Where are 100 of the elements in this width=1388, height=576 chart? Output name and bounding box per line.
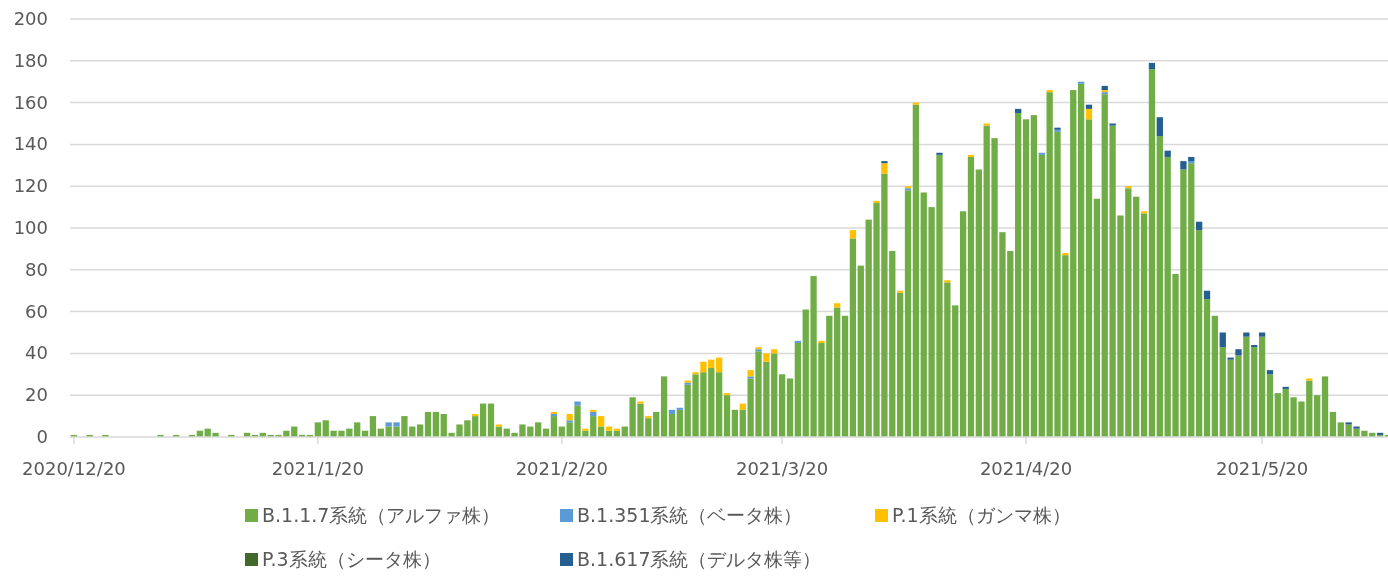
- y-tick-label: 200: [13, 8, 48, 29]
- y-tick-label: 180: [13, 49, 48, 71]
- bar: [472, 414, 479, 417]
- bar: [676, 409, 683, 437]
- bar: [857, 265, 864, 437]
- legend-label: P.1系統（ガンマ株）: [892, 504, 1071, 526]
- bar: [1188, 156, 1195, 162]
- bar: [967, 154, 975, 157]
- bar: [676, 407, 683, 410]
- bar: [1062, 253, 1069, 256]
- bar: [1258, 336, 1266, 437]
- bar: [936, 152, 943, 155]
- bar: [1015, 108, 1022, 114]
- bar: [778, 374, 786, 437]
- bar: [747, 370, 754, 377]
- x-tick-label: 2021/5/20: [1215, 458, 1309, 479]
- bar: [1085, 108, 1093, 120]
- bar: [723, 393, 731, 396]
- bar: [535, 422, 542, 437]
- bar: [597, 416, 605, 427]
- bar: [1203, 290, 1211, 300]
- bar: [959, 211, 967, 437]
- bar: [424, 411, 432, 437]
- bar: [944, 280, 951, 283]
- bar: [881, 163, 888, 174]
- x-tick-label: 2020/12/20: [22, 458, 126, 479]
- bar: [566, 420, 573, 423]
- y-tick-label: 140: [13, 133, 48, 155]
- bar: [1148, 69, 1156, 437]
- bar: [1188, 161, 1195, 164]
- bar: [1353, 426, 1360, 429]
- bar: [660, 376, 668, 437]
- bar: [1219, 332, 1226, 348]
- bar: [605, 426, 613, 431]
- y-tick-label: 40: [25, 342, 48, 364]
- x-tick-label: 2021/4/20: [979, 458, 1073, 479]
- bar: [849, 238, 857, 437]
- bar: [716, 357, 723, 373]
- bar: [1227, 357, 1234, 360]
- y-tick-label: 120: [13, 175, 48, 197]
- bar: [897, 290, 904, 293]
- bar: [983, 123, 990, 126]
- bar: [1140, 211, 1148, 214]
- legend-label: B.1.351系統（ベータ株）: [577, 504, 803, 526]
- bar: [354, 422, 361, 437]
- bar: [716, 372, 723, 437]
- bar: [1196, 221, 1203, 231]
- bar: [1235, 349, 1242, 356]
- bar: [1093, 198, 1100, 437]
- x-tick-label: 2021/1/20: [271, 458, 365, 479]
- bar: [794, 340, 801, 343]
- bar: [566, 414, 573, 421]
- bar: [1133, 196, 1140, 437]
- bar: [1077, 83, 1085, 437]
- bar: [1156, 136, 1163, 437]
- bar: [1321, 376, 1329, 437]
- bar: [1345, 422, 1352, 425]
- bar: [849, 230, 857, 239]
- bar: [1164, 150, 1171, 157]
- bar: [1109, 123, 1116, 126]
- bar: [1085, 104, 1093, 109]
- bar: [1258, 332, 1266, 337]
- bar: [786, 378, 794, 437]
- bar: [818, 340, 825, 343]
- bar: [1140, 213, 1148, 437]
- bar: [590, 409, 597, 412]
- bar: [1038, 152, 1045, 155]
- legend-label: B.1.617系統（デルタ株等）: [577, 548, 822, 570]
- bar: [582, 428, 589, 431]
- bar: [881, 161, 888, 164]
- bar: [692, 372, 699, 375]
- bar: [747, 376, 754, 379]
- bar: [1077, 81, 1085, 84]
- legend-label: P.3系統（シータ株）: [262, 548, 441, 570]
- bar: [479, 403, 487, 437]
- bar: [1282, 386, 1289, 389]
- bar: [550, 416, 558, 437]
- bar: [487, 403, 495, 437]
- y-tick-label: 0: [36, 426, 48, 447]
- bar: [904, 190, 912, 437]
- bar: [834, 307, 841, 437]
- bar: [1101, 85, 1108, 91]
- bar: [1125, 186, 1132, 189]
- bar: [668, 409, 676, 415]
- bar: [590, 411, 597, 417]
- x-tick-label: 2021/3/20: [735, 458, 829, 479]
- bar: [574, 401, 581, 406]
- bar: [1337, 422, 1344, 437]
- bar: [723, 395, 731, 437]
- bar: [637, 401, 644, 404]
- bar: [668, 414, 676, 437]
- bar: [1314, 395, 1321, 437]
- bar: [975, 169, 982, 437]
- bar: [417, 424, 424, 437]
- y-tick-label: 80: [25, 258, 48, 280]
- y-tick-label: 20: [25, 384, 48, 406]
- bar: [834, 303, 841, 308]
- bar: [1148, 62, 1156, 70]
- bar: [1266, 374, 1274, 437]
- bar: [771, 349, 778, 354]
